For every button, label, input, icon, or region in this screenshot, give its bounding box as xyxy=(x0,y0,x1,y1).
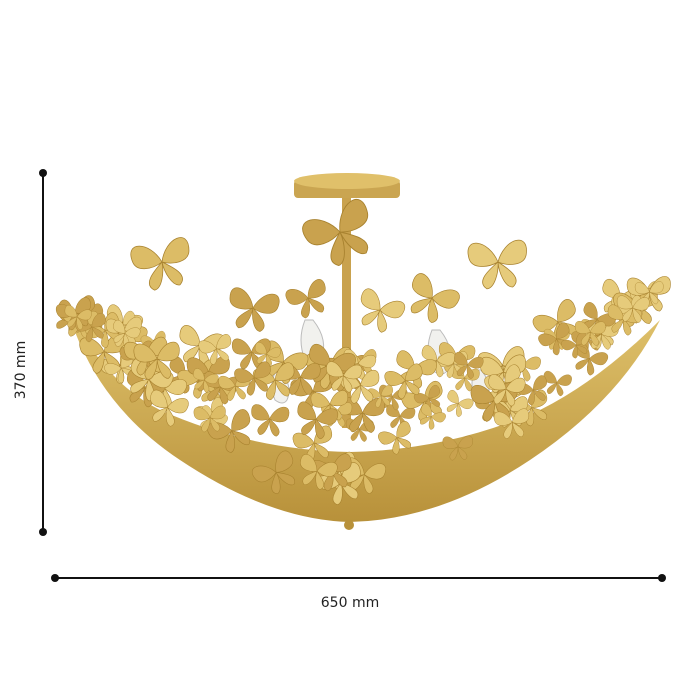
butterfly xyxy=(193,405,226,433)
butterfly xyxy=(326,361,363,393)
butterfly xyxy=(251,404,290,437)
butterfly xyxy=(454,351,484,380)
butterflies-group xyxy=(55,199,671,506)
butterfly xyxy=(251,450,295,495)
butterfly xyxy=(150,389,189,427)
butterfly xyxy=(410,273,460,323)
butterfly xyxy=(617,295,650,323)
butterfly xyxy=(516,375,547,406)
butterfly xyxy=(130,237,190,291)
butterfly xyxy=(198,334,232,365)
butterfly xyxy=(297,401,339,440)
butterfly xyxy=(193,368,219,393)
butterfly xyxy=(207,409,251,453)
butterfly xyxy=(64,305,92,330)
butterfly xyxy=(575,321,606,346)
butterfly xyxy=(310,390,348,422)
butterfly xyxy=(420,403,446,430)
butterfly xyxy=(488,374,526,407)
butterfly xyxy=(532,299,578,345)
butterfly xyxy=(442,435,473,461)
butterfly xyxy=(634,281,664,305)
butterfly xyxy=(582,302,617,337)
butterfly xyxy=(493,408,530,439)
height-dimension-line xyxy=(39,169,47,536)
butterfly xyxy=(234,361,271,396)
butterfly xyxy=(113,319,141,348)
butterfly xyxy=(414,385,441,412)
center-rod xyxy=(342,198,351,428)
butterfly xyxy=(378,421,412,455)
butterfly xyxy=(229,287,280,332)
ceiling-canopy xyxy=(294,173,400,198)
butterfly xyxy=(300,454,338,490)
butterfly-bowl-shade xyxy=(65,300,660,522)
butterfly xyxy=(384,363,423,400)
width-dimension-line xyxy=(51,574,666,582)
butterfly xyxy=(133,341,180,380)
butterfly xyxy=(467,239,527,290)
butterfly xyxy=(302,199,369,266)
butterfly xyxy=(386,404,416,430)
height-label: 370 mm xyxy=(13,340,29,400)
width-label: 650 mm xyxy=(320,595,380,611)
butterfly xyxy=(285,279,326,319)
butterfly xyxy=(446,390,474,417)
butterfly xyxy=(254,342,281,367)
bottom-finial xyxy=(344,520,354,530)
butterfly xyxy=(538,322,571,356)
butterfly xyxy=(360,288,405,333)
